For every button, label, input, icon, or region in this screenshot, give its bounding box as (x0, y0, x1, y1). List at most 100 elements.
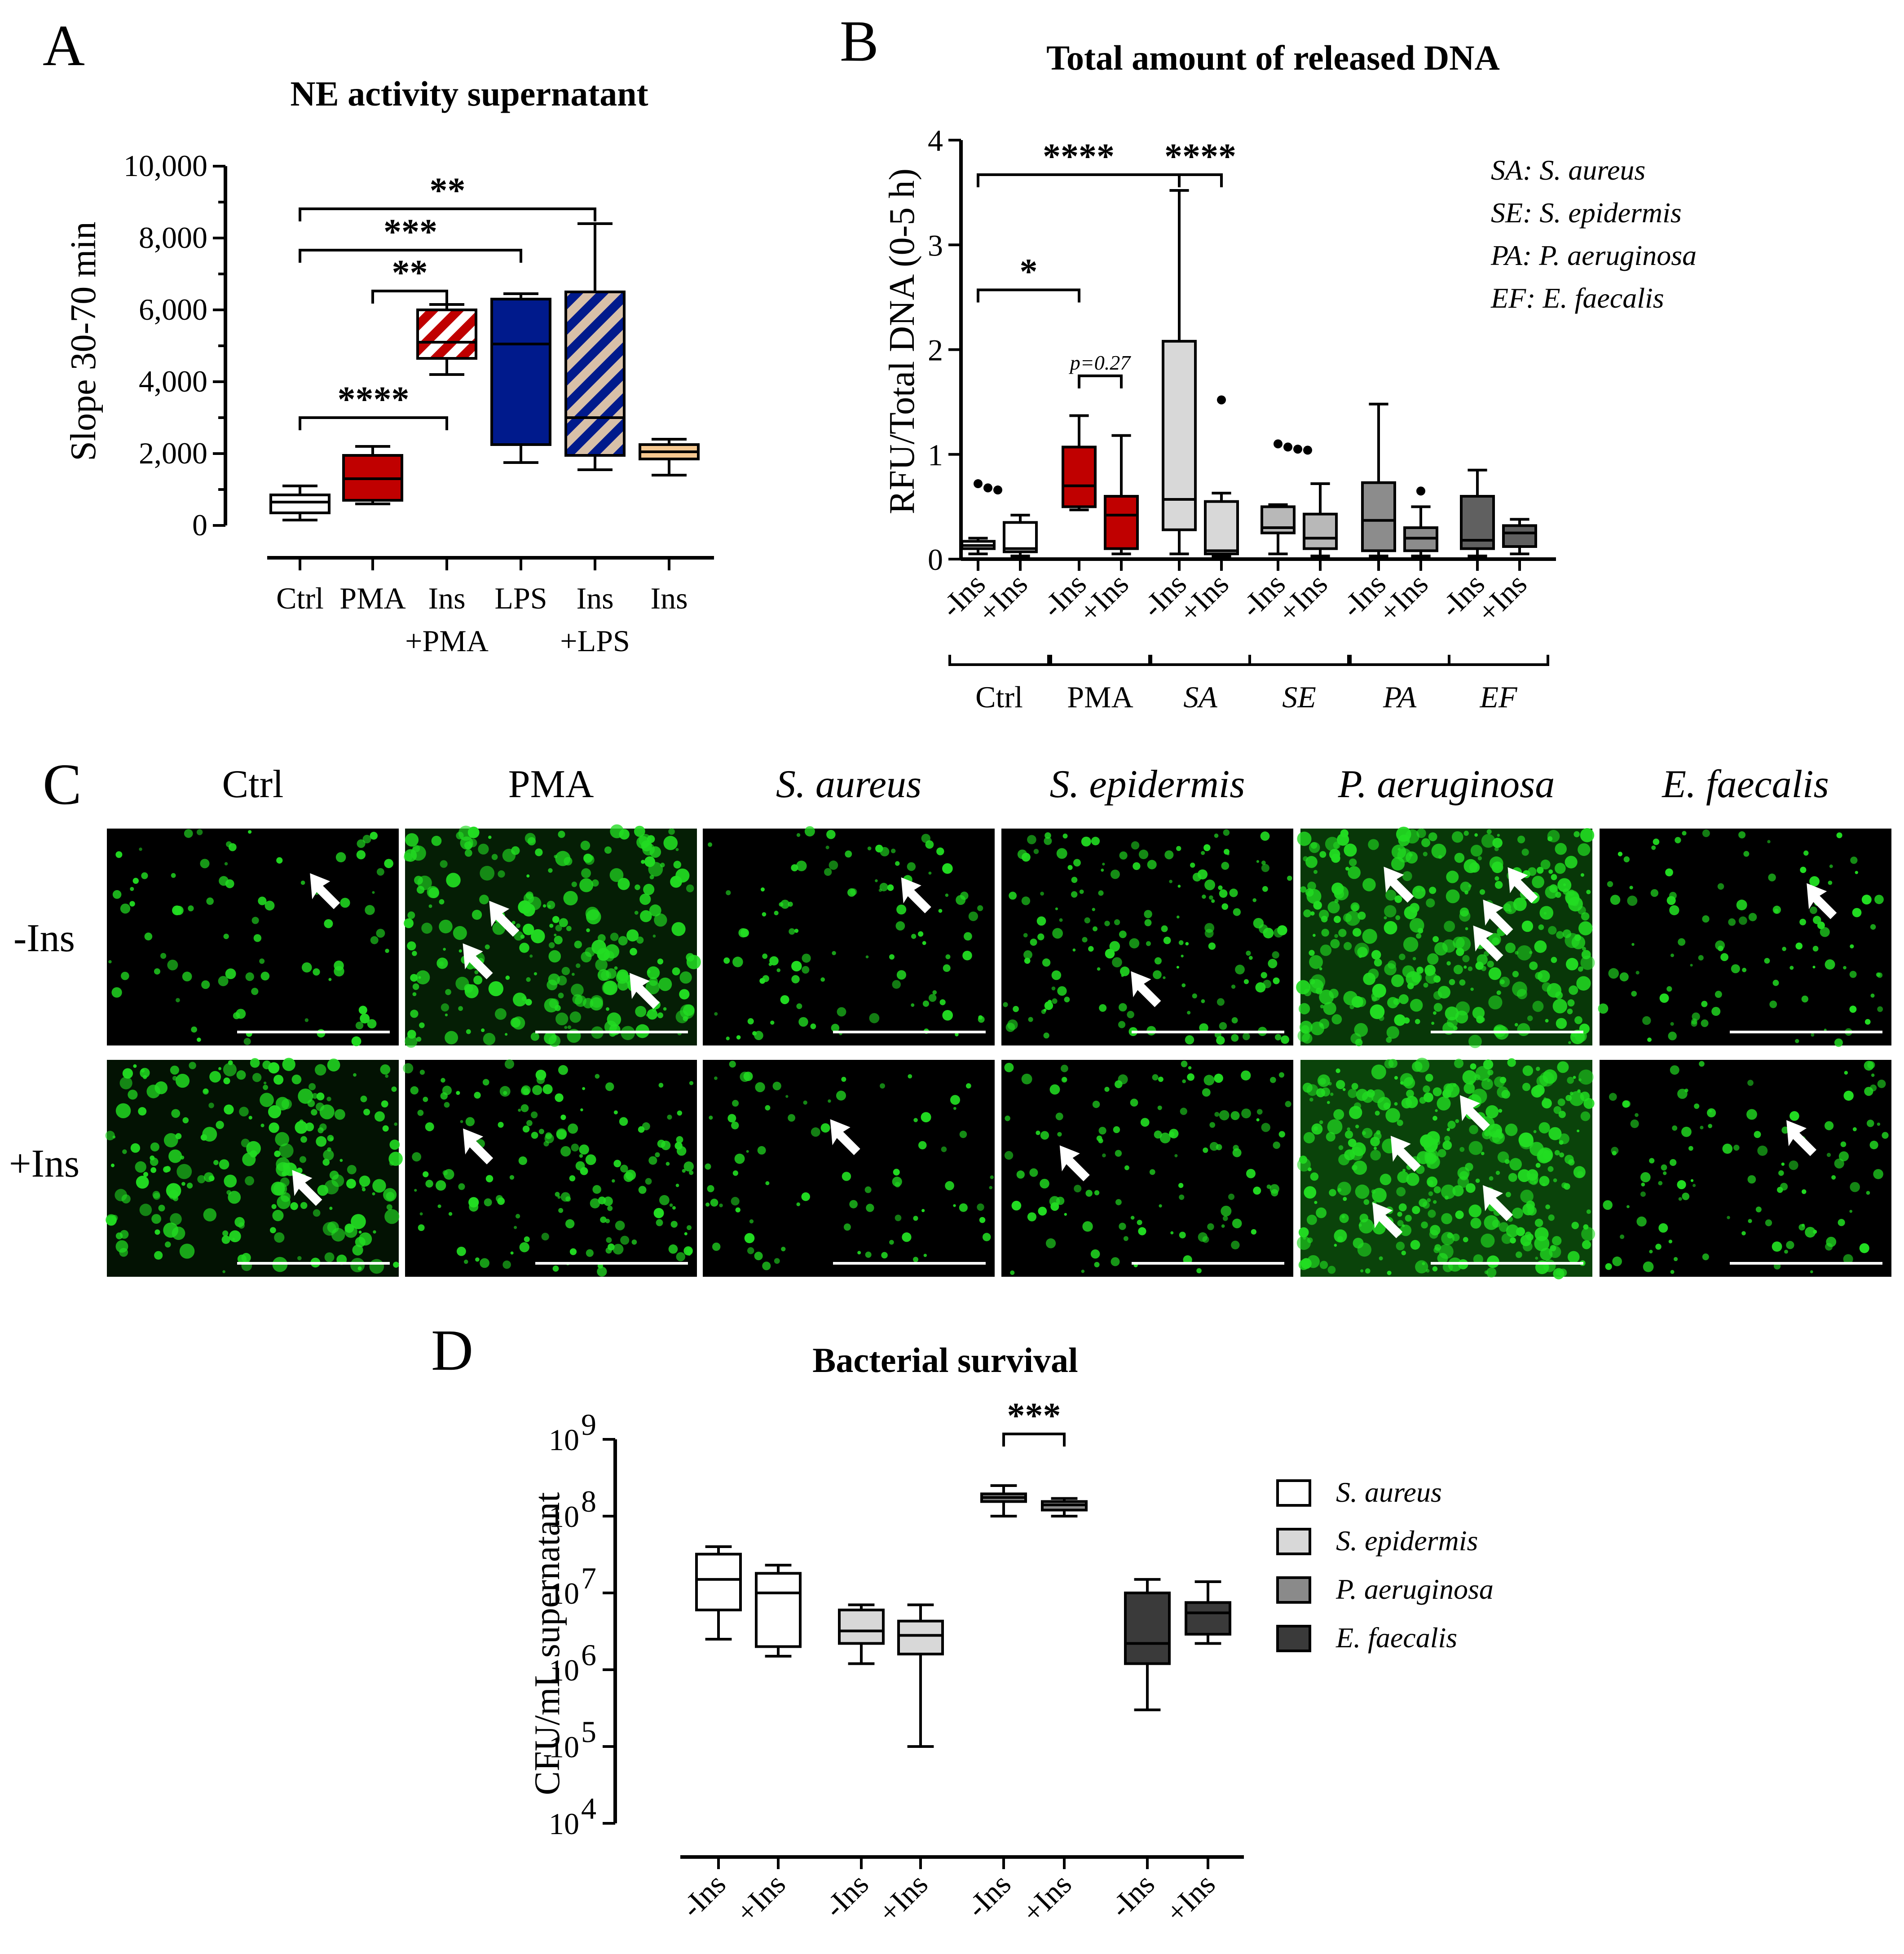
chart-b-outlier (1416, 486, 1425, 496)
micrograph-cell (1545, 1019, 1549, 1023)
micrograph-cell (1468, 1035, 1482, 1048)
micrograph-cell (1085, 1190, 1093, 1197)
micrograph-cell (1852, 908, 1862, 917)
micrograph-cell (1877, 1122, 1881, 1126)
micrograph-cell (1305, 888, 1314, 897)
micrograph-cell (1580, 955, 1595, 970)
micrograph-cell (1368, 968, 1379, 979)
micrograph-cell (1049, 1084, 1060, 1095)
micrograph-cell (460, 836, 473, 850)
micrograph-cell (1505, 1123, 1518, 1136)
micrograph-cell (1446, 961, 1451, 966)
micrograph-cell (352, 1244, 363, 1256)
micrograph-cell (1702, 1253, 1709, 1261)
micrograph-cell (491, 854, 498, 860)
micrograph-cell (224, 862, 228, 866)
micrograph-cell (1548, 1214, 1555, 1221)
micrograph-cell (1278, 1072, 1284, 1078)
micrograph-cell (1397, 847, 1401, 851)
micrograph-cell (1580, 873, 1584, 877)
micrograph-cell (869, 1013, 880, 1023)
micrograph-cell (620, 1235, 630, 1245)
micrograph-cell (1371, 996, 1377, 1002)
micrograph-cell (1309, 955, 1323, 969)
micrograph-cell (1181, 954, 1184, 957)
micrograph-cell (1411, 972, 1422, 983)
micrograph-cell (1190, 862, 1195, 868)
micrograph-cell (1733, 1144, 1740, 1151)
micrograph-cell (119, 1248, 128, 1257)
micrograph-cell (1691, 1018, 1697, 1025)
micrograph-cell (1620, 1234, 1625, 1239)
micrograph-cell (1287, 875, 1292, 881)
micrograph-cell (676, 1146, 687, 1156)
micrograph-cell (1581, 1227, 1595, 1241)
micrograph-cell (1423, 983, 1428, 988)
micrograph-cell (1480, 1017, 1485, 1023)
micrograph-cell (1397, 1171, 1409, 1183)
micrograph-cell (1647, 1037, 1652, 1042)
micrograph-cell (436, 957, 448, 969)
micrograph-cell (781, 1247, 786, 1252)
micrograph-cell (132, 878, 139, 884)
micrograph-cell (719, 1203, 723, 1208)
micrograph-cell (613, 1244, 624, 1255)
micrograph-cell (1578, 843, 1591, 856)
micrograph-cell (1303, 909, 1311, 917)
micrograph-cell (1627, 895, 1638, 906)
micrograph-cell (1636, 1216, 1647, 1227)
micrograph-cell (1748, 913, 1757, 922)
micrograph-cell (1384, 916, 1387, 920)
micrograph-cell (658, 977, 672, 991)
micrograph-cell (1138, 1227, 1146, 1235)
micrograph-cell (1351, 1083, 1358, 1090)
micrograph-cell (591, 940, 606, 955)
micrograph-cell (635, 884, 640, 890)
micrograph-cell (1470, 844, 1483, 857)
micrograph-cell (327, 1135, 334, 1142)
micrograph-cell (1027, 835, 1036, 844)
micrograph-cell (1021, 896, 1031, 905)
micrograph-cell (605, 1082, 614, 1091)
micrograph-cell (151, 1214, 162, 1224)
micrograph-cell (1399, 953, 1406, 961)
micrograph-cell (1441, 1213, 1453, 1224)
chart-d-legend-swatch (1276, 1576, 1311, 1604)
micrograph-cell (1528, 867, 1537, 876)
micrograph-cell (1057, 986, 1067, 996)
micrograph-cell (921, 1209, 925, 1213)
micrograph-cell (1722, 1143, 1733, 1154)
micrograph-cell (1256, 1109, 1263, 1115)
micrograph-cell (1767, 840, 1771, 843)
micrograph-cell (491, 990, 494, 994)
micrograph-cell (1119, 1222, 1126, 1230)
micrograph-cell (1453, 1083, 1457, 1087)
micrograph-cell (668, 828, 675, 835)
chart-b-box-3 (1104, 495, 1139, 550)
micrograph-cell (347, 1164, 357, 1174)
micrograph-cell (467, 826, 480, 838)
micrograph-cell (604, 846, 612, 854)
micrograph-cell (554, 935, 563, 944)
chart-b-group-bracket (1248, 655, 1350, 666)
micrograph-cell (1495, 1170, 1500, 1175)
micrograph-cell (1380, 1173, 1392, 1186)
micrograph-cell (1470, 1217, 1481, 1229)
micrograph-cell (1825, 959, 1835, 970)
micrograph-cell (687, 1225, 692, 1231)
micrograph-cell (511, 921, 516, 925)
micrograph-cell (559, 918, 568, 927)
micrograph-cell (1384, 921, 1397, 935)
chart-a-box-2 (416, 309, 477, 360)
micrograph-cell (1098, 1138, 1103, 1143)
micrograph-cell (1554, 1150, 1560, 1156)
micrograph-cell (923, 1253, 927, 1257)
micrograph-cell (652, 935, 656, 938)
micrograph-cell (1631, 943, 1635, 946)
micrograph-cell (1473, 1254, 1483, 1265)
micrograph-cell (1235, 965, 1245, 975)
chart-b-legend-pa: PA: P. aeruginosa (1490, 239, 1697, 271)
micrograph-cell (1553, 1106, 1561, 1114)
chart-b-ytick-label: 4 (928, 124, 943, 158)
micrograph-cell (1203, 1147, 1208, 1153)
